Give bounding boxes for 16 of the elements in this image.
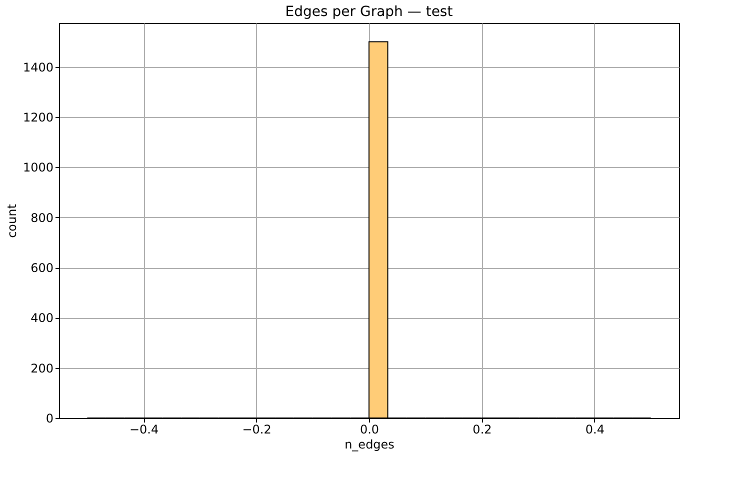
chart-title: Edges per Graph — test	[285, 4, 454, 20]
x-axis-title: n_edges	[344, 438, 394, 452]
x-tick-label: 0.2	[472, 422, 492, 436]
y-tick-label: 1400	[22, 60, 54, 74]
y-tick-label: 400	[30, 311, 54, 326]
y-tick-label: 1000	[22, 160, 54, 175]
x-tick-label: 0.0	[360, 422, 380, 436]
y-tick-label: 0	[46, 412, 54, 426]
y-tick-label: 800	[30, 210, 54, 225]
x-tick-label: 0.4	[585, 422, 604, 436]
x-tick-label: −0.4	[129, 422, 159, 436]
y-tick-label: 200	[30, 361, 54, 376]
y-tick-label: 1200	[22, 110, 54, 125]
x-tick-label: −0.2	[242, 422, 272, 436]
y-axis-title: count	[4, 204, 19, 238]
y-tick-label: 600	[30, 261, 54, 276]
